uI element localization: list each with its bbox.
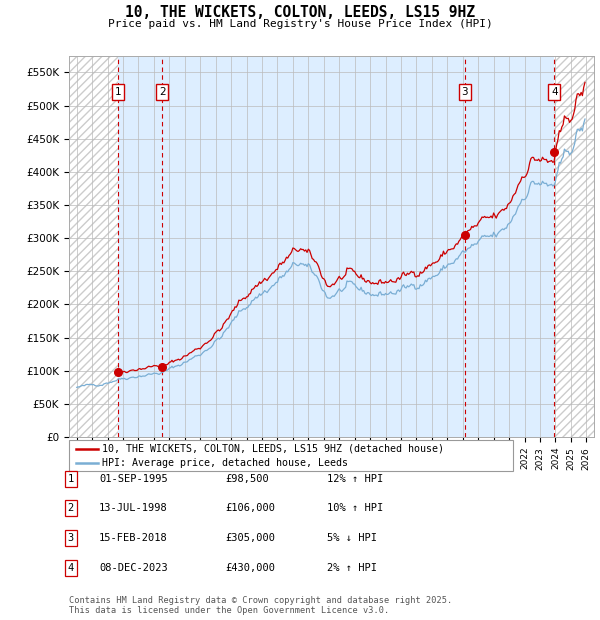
Bar: [554, 56, 594, 437]
Bar: [69, 56, 118, 437]
Text: 01-SEP-1995: 01-SEP-1995: [99, 474, 168, 484]
Text: HPI: Average price, detached house, Leeds: HPI: Average price, detached house, Leed…: [102, 458, 348, 469]
Text: Contains HM Land Registry data © Crown copyright and database right 2025.
This d: Contains HM Land Registry data © Crown c…: [69, 596, 452, 615]
Text: 08-DEC-2023: 08-DEC-2023: [99, 563, 168, 573]
Text: 2% ↑ HPI: 2% ↑ HPI: [327, 563, 377, 573]
Text: 3: 3: [68, 533, 74, 543]
Bar: [554, 56, 594, 437]
Text: 1: 1: [115, 87, 121, 97]
Text: 1: 1: [68, 474, 74, 484]
Text: 12% ↑ HPI: 12% ↑ HPI: [327, 474, 383, 484]
Text: 3: 3: [461, 87, 468, 97]
Text: 10% ↑ HPI: 10% ↑ HPI: [327, 503, 383, 513]
Text: £106,000: £106,000: [225, 503, 275, 513]
Text: £305,000: £305,000: [225, 533, 275, 543]
Bar: [118, 56, 554, 437]
Text: 5% ↓ HPI: 5% ↓ HPI: [327, 533, 377, 543]
Text: 4: 4: [551, 87, 557, 97]
FancyBboxPatch shape: [69, 440, 513, 471]
Text: 2: 2: [159, 87, 166, 97]
Text: Price paid vs. HM Land Registry's House Price Index (HPI): Price paid vs. HM Land Registry's House …: [107, 19, 493, 29]
Text: 13-JUL-1998: 13-JUL-1998: [99, 503, 168, 513]
Text: £430,000: £430,000: [225, 563, 275, 573]
Text: 4: 4: [68, 563, 74, 573]
Text: 10, THE WICKETS, COLTON, LEEDS, LS15 9HZ: 10, THE WICKETS, COLTON, LEEDS, LS15 9HZ: [125, 5, 475, 20]
Bar: [69, 56, 118, 437]
Text: 2: 2: [68, 503, 74, 513]
Text: 15-FEB-2018: 15-FEB-2018: [99, 533, 168, 543]
Text: £98,500: £98,500: [225, 474, 269, 484]
Text: 10, THE WICKETS, COLTON, LEEDS, LS15 9HZ (detached house): 10, THE WICKETS, COLTON, LEEDS, LS15 9HZ…: [102, 444, 444, 454]
